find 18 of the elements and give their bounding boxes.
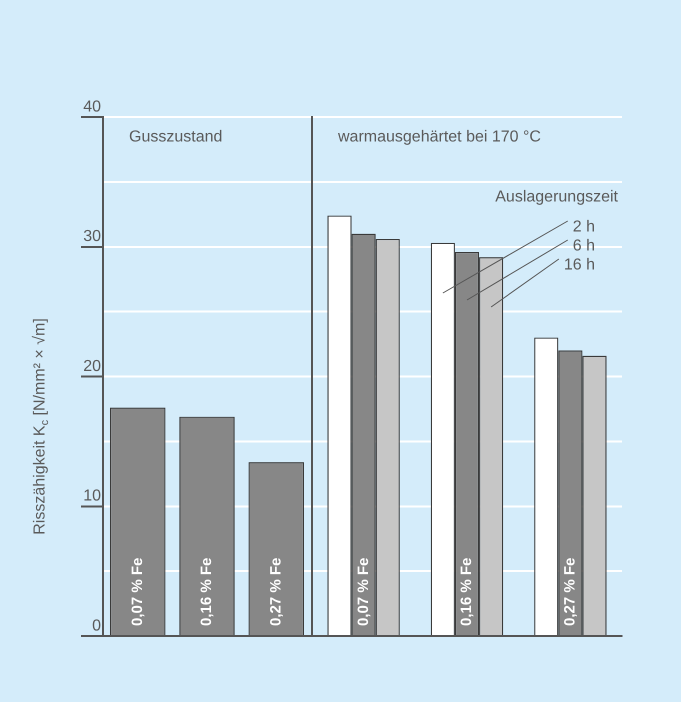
y-tick-label: 20 — [83, 358, 102, 375]
x-tick-label: 0,16 % Fe — [198, 558, 216, 626]
text: 2 h — [572, 218, 595, 236]
text: Gusszustand — [129, 128, 222, 146]
x-tick-label: 0,07 % Fe — [128, 558, 146, 626]
x-tick-label: 0,16 % Fe — [458, 558, 476, 626]
text: warmausgehärtet bei 170 °C — [337, 128, 541, 146]
text: 6 h — [572, 237, 595, 254]
y-tick-label: 0 — [92, 617, 102, 634]
y-tick-label: 10 — [83, 488, 102, 505]
y-tick-label: 30 — [83, 228, 102, 246]
x-tick-label: 0,27 % Fe — [561, 558, 578, 626]
legend-title: Auslagerungszeit — [495, 188, 619, 206]
text: 16 h — [564, 256, 595, 274]
x-tick-label: 0,27 % Fe — [267, 558, 284, 626]
x-tick-label: 0,07 % Fe — [354, 558, 372, 626]
y-tick-label: 40 — [83, 98, 102, 116]
y-axis-title: Risszähigkeit Kc [N/mm² × √m] — [31, 318, 52, 535]
